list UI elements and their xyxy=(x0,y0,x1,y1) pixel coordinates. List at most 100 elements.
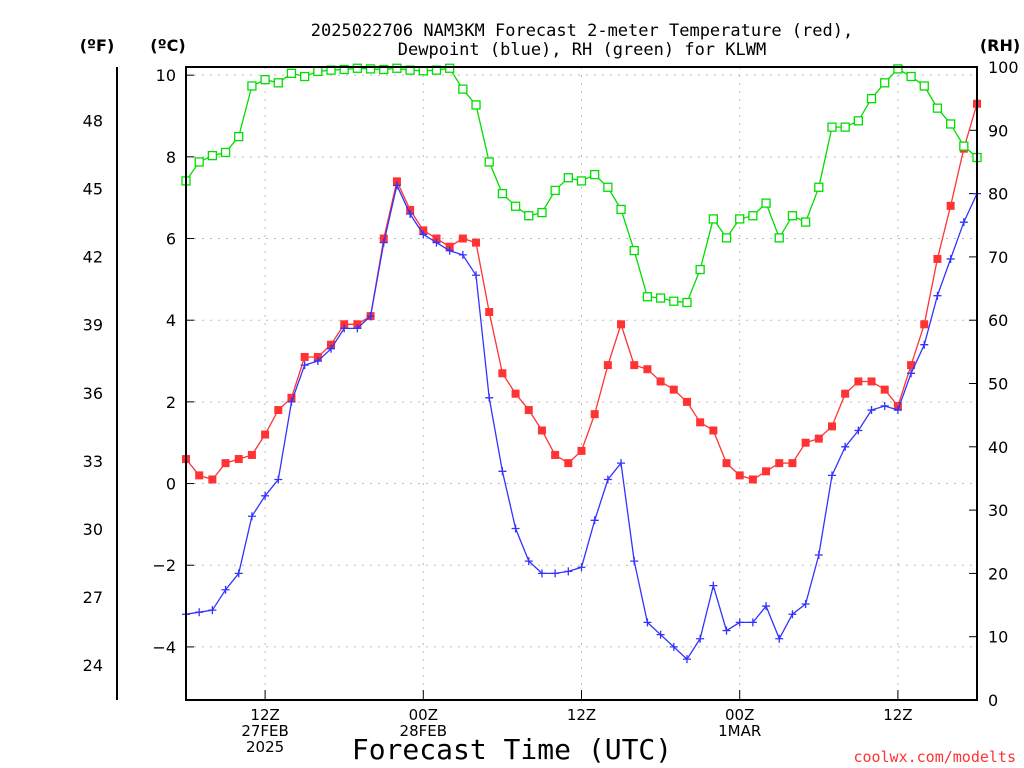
gridlines xyxy=(186,67,977,700)
rh-point xyxy=(524,211,534,221)
celsius-tick-label: 4 xyxy=(166,311,176,330)
rh-point xyxy=(392,63,402,73)
time-tick-label: 1MAR xyxy=(718,722,761,740)
rh-point xyxy=(484,157,494,167)
temperature-point xyxy=(748,475,757,484)
dewpoint-point xyxy=(920,340,929,349)
rh-point xyxy=(735,214,745,224)
dewpoint-point xyxy=(195,608,204,617)
temperature-point xyxy=(643,365,652,374)
rh-point xyxy=(445,63,455,73)
temperature-point xyxy=(392,177,401,186)
dewpoint-point xyxy=(946,254,955,263)
dewpoint-point xyxy=(880,401,889,410)
fahrenheit-unit-label: (ºF) xyxy=(80,36,115,55)
dewpoint-point xyxy=(485,393,494,402)
dewpoint-point xyxy=(274,475,283,484)
temperature-point xyxy=(195,471,204,480)
dewpoint-point xyxy=(406,210,415,219)
dewpoint-point xyxy=(313,357,322,366)
rh-point xyxy=(919,81,929,91)
rh-axis: 0 10 20 30 40 50 60 70 80 90 100 xyxy=(969,58,1019,710)
temperature-point xyxy=(340,320,349,329)
temperature-point xyxy=(722,459,731,468)
rh-tick-label: 30 xyxy=(988,501,1008,520)
celsius-unit-label: (ºC) xyxy=(150,36,185,55)
dewpoint-point xyxy=(208,606,217,615)
temperature-point xyxy=(485,308,494,317)
dewpoint-point xyxy=(577,563,586,572)
dewpoint-point xyxy=(643,618,652,627)
fahrenheit-tick-label: 42 xyxy=(83,248,103,267)
dewpoint-series xyxy=(182,181,981,664)
temperature-point xyxy=(551,450,560,459)
rh-point xyxy=(655,293,666,303)
temperature-point xyxy=(577,446,586,455)
rh-point xyxy=(814,182,824,192)
dewpoint-point xyxy=(656,630,665,639)
rh-tick-label: 60 xyxy=(988,311,1008,330)
temperature-point xyxy=(880,385,889,394)
temperature-point xyxy=(735,471,744,480)
chart-title: 2025022706 NAM3KM Forecast 2-meter Tempe… xyxy=(311,21,853,60)
celsius-tick-label: 2 xyxy=(166,393,176,412)
temperature-point xyxy=(419,226,428,235)
rh-point xyxy=(603,182,613,192)
temperature-point xyxy=(247,450,256,459)
dewpoint-point xyxy=(590,516,599,525)
temperature-point xyxy=(208,475,217,484)
rh-point xyxy=(945,119,956,129)
temperature-point xyxy=(287,393,296,402)
rh-point xyxy=(247,81,257,91)
temperature-point xyxy=(946,201,955,210)
rh-point xyxy=(761,198,771,208)
rh-point xyxy=(880,78,890,88)
dewpoint-point xyxy=(867,406,876,415)
temperature-point xyxy=(458,234,467,243)
dewpoint-point xyxy=(524,557,533,566)
rh-point xyxy=(840,122,850,132)
rh-point xyxy=(458,84,468,94)
temperature-point xyxy=(827,422,836,431)
fahrenheit-tick-label: 48 xyxy=(83,112,103,131)
time-tick-label: 27FEB xyxy=(241,722,288,740)
celsius-tick-label: −2 xyxy=(152,556,176,575)
dewpoint-point xyxy=(537,569,546,578)
temperature-point xyxy=(854,377,863,386)
rh-point xyxy=(234,131,244,142)
rh-point xyxy=(497,188,508,199)
rh-tick-label: 70 xyxy=(988,248,1008,267)
rh-point xyxy=(893,64,903,74)
fahrenheit-tick-label: 39 xyxy=(83,316,103,335)
temperature-point xyxy=(472,238,481,247)
rh-point xyxy=(563,173,573,183)
temperature-point xyxy=(669,385,678,394)
fahrenheit-tick-label: 24 xyxy=(83,656,103,675)
rh-point xyxy=(207,150,218,161)
rh-point xyxy=(721,233,732,243)
dewpoint-point xyxy=(762,602,771,611)
dewpoint-point xyxy=(392,181,401,190)
dewpoint-point xyxy=(287,397,296,406)
rh-tick-label: 40 xyxy=(988,438,1008,457)
temperature-point xyxy=(907,361,916,370)
rh-point xyxy=(260,75,270,85)
temperature-point xyxy=(432,234,441,243)
dewpoint-point xyxy=(959,218,968,227)
dewpoint-point xyxy=(300,361,309,370)
time-tick-label: 00Z xyxy=(725,706,754,724)
dewpoint-point xyxy=(682,655,691,664)
fahrenheit-tick-label: 30 xyxy=(83,520,103,539)
rh-point xyxy=(682,297,692,308)
series-layer xyxy=(181,63,982,664)
dewpoint-point xyxy=(353,324,362,333)
temperature-point xyxy=(274,406,283,415)
temperature-point xyxy=(696,418,705,427)
dewpoint-point xyxy=(551,569,560,578)
temperature-point xyxy=(406,205,415,214)
temperature-point xyxy=(603,361,612,370)
rh-point xyxy=(827,122,837,132)
rh-point xyxy=(787,211,798,221)
